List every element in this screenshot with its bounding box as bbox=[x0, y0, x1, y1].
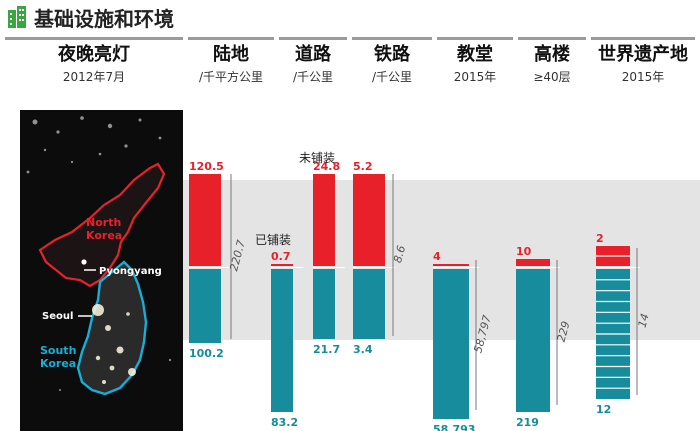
north-korea-label-line1: North bbox=[86, 216, 121, 229]
column-title: 铁路 bbox=[374, 44, 410, 65]
paved-annotation: 已铺装 bbox=[255, 233, 291, 247]
north-value-label: 120.5 bbox=[189, 160, 224, 173]
column-title: 夜晚亮灯 bbox=[58, 44, 130, 65]
bar-north bbox=[433, 264, 469, 266]
column-header-railways: 铁路 /千公里 bbox=[352, 37, 432, 98]
north-value-label: 0.7 bbox=[271, 250, 291, 263]
column-subtitle: /千公里 bbox=[371, 70, 413, 84]
south-korea-outline bbox=[76, 260, 148, 396]
column-header-heritage-sites: 世界遗产地 2015年 bbox=[591, 37, 695, 98]
south-value-label: 12 bbox=[596, 403, 611, 416]
building-icon bbox=[8, 6, 26, 28]
seoul-label: Seoul bbox=[42, 311, 73, 322]
north-korea-label-line2: Korea bbox=[86, 229, 122, 242]
page-header: 基础设施和环境 bbox=[6, 4, 174, 31]
bar-north bbox=[189, 174, 221, 266]
pyongyang-marker bbox=[81, 259, 87, 265]
column-subtitle: /千公里 bbox=[292, 70, 334, 84]
city-lights-cluster bbox=[26, 116, 172, 391]
south-value-label: 100.2 bbox=[189, 347, 224, 360]
bar-north bbox=[271, 264, 293, 266]
column-title: 教堂 bbox=[457, 44, 493, 65]
north-value-label: 10 bbox=[516, 245, 532, 258]
unpaved-annotation: 未铺装 bbox=[299, 151, 335, 165]
column-title: 陆地 bbox=[213, 44, 249, 65]
south-korea-label-line2: Korea bbox=[40, 357, 76, 370]
bar-north bbox=[313, 174, 335, 266]
column-title: 道路 bbox=[295, 44, 331, 65]
bar-south bbox=[353, 269, 385, 339]
total-value-label: 8.6 bbox=[391, 244, 408, 264]
south-korea-label-line1: South bbox=[40, 344, 76, 357]
north-value-label: 5.2 bbox=[353, 160, 373, 173]
south-value-label: 58,793 bbox=[433, 423, 475, 431]
column-title: 世界遗产地 bbox=[598, 44, 688, 65]
pyongyang-label: Pyongyang bbox=[99, 266, 162, 277]
south-value-label: 3.4 bbox=[353, 343, 373, 356]
column-header-roads: 道路 /千公里 bbox=[279, 37, 347, 98]
column-header-land: 陆地 /千平方公里 bbox=[188, 37, 274, 98]
total-value-label: 229 bbox=[555, 320, 573, 344]
bar-south bbox=[516, 269, 550, 412]
column-title: 高楼 bbox=[534, 44, 570, 65]
south-value-label: 21.7 bbox=[313, 343, 340, 356]
north-value-label: 2 bbox=[596, 232, 604, 245]
bar-north bbox=[353, 174, 385, 266]
bar-south bbox=[313, 269, 335, 339]
north-value-label: 24.8 bbox=[313, 160, 340, 173]
column-subtitle: /千平方公里 bbox=[198, 70, 264, 84]
page-title: 基础设施和环境 bbox=[34, 6, 174, 31]
bar-south bbox=[433, 269, 469, 419]
column-subtitle: 2015年 bbox=[453, 70, 497, 84]
bar-south bbox=[189, 269, 221, 343]
bar-south bbox=[271, 269, 293, 412]
column-subtitle: ≥40层 bbox=[533, 70, 571, 84]
night-lights-map: Pyongyang Seoul North Korea South Korea bbox=[20, 110, 183, 431]
column-subtitle: 2012年7月 bbox=[62, 70, 126, 84]
south-value-label: 219 bbox=[516, 416, 539, 429]
total-value-label: 14 bbox=[636, 312, 652, 329]
column-header-churches: 教堂 2015年 bbox=[437, 37, 513, 98]
column-header-night-lights: 夜晚亮灯 2012年7月 bbox=[5, 37, 183, 98]
column-subtitle: 2015年 bbox=[621, 70, 665, 84]
column-header-high-rises: 高楼 ≥40层 bbox=[518, 37, 586, 98]
south-korea-lights bbox=[92, 304, 136, 384]
north-korea-outline bbox=[38, 162, 166, 288]
north-value-label: 4 bbox=[433, 250, 441, 263]
south-value-label: 83.2 bbox=[271, 416, 298, 429]
bar-north bbox=[516, 259, 550, 266]
